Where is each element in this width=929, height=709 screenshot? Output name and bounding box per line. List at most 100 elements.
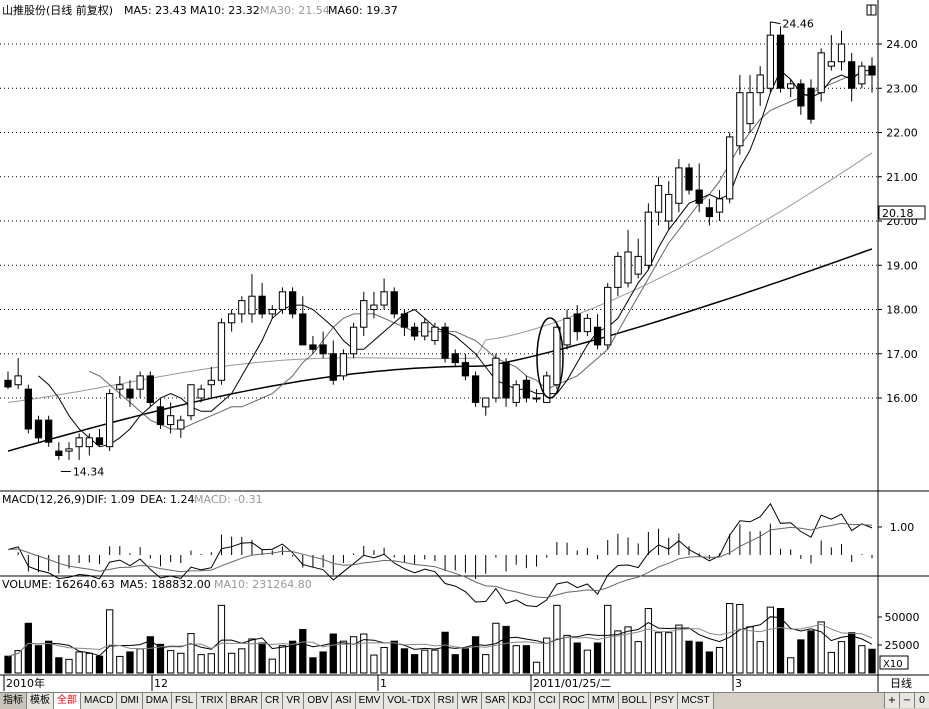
volume-bar <box>55 657 63 674</box>
candle-body <box>644 211 653 266</box>
tab-trix[interactable]: TRIX <box>197 693 228 709</box>
candle-body <box>593 326 602 346</box>
tab-cci[interactable]: CCI <box>535 693 560 709</box>
candle-body <box>522 379 531 399</box>
tab-vr[interactable]: VR <box>283 693 305 709</box>
zoom-out-button[interactable]: − <box>899 693 914 708</box>
candle-body <box>65 448 73 452</box>
tab-template[interactable]: 模板 <box>27 693 54 709</box>
candle-body <box>329 353 337 381</box>
candle-body <box>380 291 388 306</box>
macd-label: DIF: 1.09 <box>86 493 135 506</box>
volume-bar <box>492 622 500 674</box>
volume-bar <box>695 641 703 674</box>
volume-bar <box>95 655 104 674</box>
candle-body <box>654 185 663 213</box>
candle-body <box>349 326 358 355</box>
volume-bar <box>837 641 846 674</box>
tab-psy[interactable]: PSY <box>651 693 679 709</box>
volume-label: MA10: 231264.80 <box>214 578 312 591</box>
candle-body <box>675 167 683 204</box>
volume-bar <box>339 640 348 674</box>
current-price-label: 20.18 <box>882 207 914 220</box>
candle-body <box>34 419 43 439</box>
volume-bar <box>177 652 185 674</box>
volume-bar <box>512 645 520 674</box>
zoom-controls: + −0 <box>884 693 929 708</box>
volume-bar <box>624 626 632 674</box>
candle-body <box>197 388 205 399</box>
volume-bar <box>654 632 663 674</box>
candle-body <box>4 379 12 388</box>
tab-emv[interactable]: EMV <box>355 693 385 709</box>
volume-bar <box>258 642 266 674</box>
volume-bar <box>390 640 398 674</box>
candle-body <box>24 388 32 430</box>
tab-macd[interactable]: MACD <box>81 693 118 709</box>
reset-button[interactable]: 0 <box>914 693 929 708</box>
candle-body <box>492 357 500 399</box>
ma60-line <box>7 248 873 452</box>
volume-bar <box>238 648 246 674</box>
volume-bar <box>309 657 317 674</box>
tab-dmi[interactable]: DMI <box>117 693 143 709</box>
candle-body <box>136 375 144 390</box>
tab-rsi[interactable]: RSI <box>434 693 459 709</box>
volume-bar <box>482 654 490 674</box>
candle-body <box>227 313 236 324</box>
candle-body <box>848 61 856 89</box>
zoom-in-button[interactable]: + <box>884 693 899 708</box>
tab-boll[interactable]: BOLL <box>618 693 652 709</box>
candle-body <box>573 313 581 333</box>
macd-label: MACD: -0.31 <box>194 493 263 506</box>
candle-body <box>75 437 83 448</box>
date-label: 3 <box>735 677 742 690</box>
date-label: 2010年 <box>6 676 45 690</box>
volume-bar <box>329 633 337 674</box>
candle-body <box>309 344 317 350</box>
volume-bar <box>787 657 795 674</box>
candle-body <box>258 295 266 315</box>
candle-body <box>360 300 368 328</box>
tab-cr[interactable]: CR <box>261 693 284 709</box>
macd-dea-line <box>7 522 873 599</box>
ma-label: MA30: 21.54 <box>260 4 330 17</box>
tab-mcst[interactable]: MCST <box>678 693 714 709</box>
candle-body <box>715 198 724 213</box>
price-gridlines: 24.0023.0022.0021.0020.0019.0018.0017.00… <box>0 38 926 405</box>
tab-fsl[interactable]: FSL <box>172 693 198 709</box>
volume-bar <box>421 649 429 674</box>
tab-brar[interactable]: BRAR <box>227 693 262 709</box>
candle-body <box>400 313 409 328</box>
candle-body <box>116 384 124 390</box>
volume-axis-label: 25000 <box>885 639 920 652</box>
volume-panel: VOLUME: 162640.63 MA5: 188832.00 MA10: 231… <box>2 578 920 674</box>
volume-bar <box>431 649 439 674</box>
candle-body <box>370 304 378 311</box>
tab-vol-tdx[interactable]: VOL-TDX <box>384 693 435 709</box>
stock-chart[interactable]: 24.0023.0022.0021.0020.0019.0018.0017.00… <box>0 0 929 692</box>
candle-body <box>421 322 429 337</box>
volume-bar <box>573 642 581 674</box>
date-label: 1 <box>380 677 387 690</box>
volume-bar <box>675 624 683 674</box>
candle-body <box>532 397 541 400</box>
tab-obv[interactable]: OBV <box>304 693 333 709</box>
volume-bar <box>543 637 551 674</box>
price-tick-label: 16.00 <box>886 392 918 405</box>
volume-bar <box>766 606 775 674</box>
tab-dma[interactable]: DMA <box>142 693 173 709</box>
tab-wr[interactable]: WR <box>458 693 482 709</box>
candle-body <box>695 189 703 204</box>
tab-asi[interactable]: ASI <box>332 693 356 709</box>
tab-sar[interactable]: SAR <box>481 693 510 709</box>
tab-indicator[interactable]: 指标 <box>0 693 27 709</box>
tab-roc[interactable]: ROC <box>559 693 589 709</box>
candle-body <box>807 87 815 120</box>
volume-bar <box>583 649 592 674</box>
tab-kdj[interactable]: KDJ <box>509 693 536 709</box>
volume-bar <box>299 629 307 674</box>
price-tick-label: 22.00 <box>886 127 918 140</box>
tab-mtm[interactable]: MTM <box>588 693 619 709</box>
tab-all[interactable]: 全部 <box>54 693 81 709</box>
